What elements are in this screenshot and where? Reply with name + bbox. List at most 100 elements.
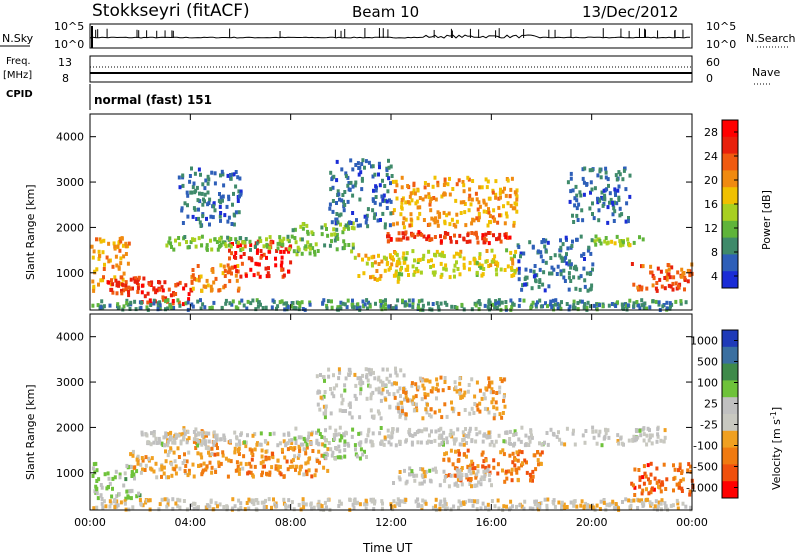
range-cell	[428, 413, 431, 417]
range-cell	[454, 198, 458, 203]
range-cell	[346, 183, 350, 188]
range-cell	[248, 447, 252, 452]
range-cell	[190, 279, 194, 284]
range-cell	[187, 471, 191, 476]
range-cell	[229, 173, 232, 177]
range-cell	[382, 255, 386, 260]
range-cell	[319, 395, 323, 400]
range-cell	[480, 396, 484, 401]
yaxis-tick-label: 3000	[56, 376, 84, 389]
range-cell	[380, 391, 384, 396]
range-cell	[517, 437, 521, 442]
range-cell	[423, 185, 427, 190]
range-cell	[358, 456, 362, 461]
range-cell	[452, 504, 456, 509]
range-cell	[249, 247, 252, 252]
range-cell	[304, 439, 308, 444]
range-cell	[484, 177, 488, 182]
range-cell	[394, 370, 398, 375]
range-cell	[259, 249, 263, 253]
range-cell	[224, 244, 228, 249]
range-cell	[305, 223, 309, 228]
range-cell	[116, 503, 120, 508]
range-cell	[106, 485, 110, 489]
power-colorbar-label: Power [dB]	[760, 190, 773, 250]
range-cell	[298, 303, 302, 308]
range-cell	[559, 248, 563, 253]
range-cell	[430, 196, 434, 201]
range-cell	[194, 244, 198, 249]
range-cell	[399, 394, 402, 398]
range-cell	[226, 270, 230, 275]
range-cell	[387, 392, 391, 397]
range-cell	[196, 443, 200, 448]
range-cell	[635, 429, 638, 433]
range-cell	[441, 504, 445, 509]
range-cell	[91, 255, 95, 260]
range-cell	[501, 468, 504, 473]
range-cell	[470, 231, 474, 235]
range-cell	[594, 242, 598, 247]
range-cell	[389, 237, 393, 241]
range-cell	[373, 376, 377, 381]
range-cell	[525, 460, 528, 465]
range-cell	[274, 466, 278, 471]
range-cell	[511, 504, 514, 509]
range-cell	[612, 206, 616, 211]
range-cell	[315, 459, 319, 464]
range-cell	[264, 266, 268, 271]
range-cell	[97, 256, 101, 261]
range-cell	[284, 247, 288, 252]
range-cell	[306, 240, 310, 245]
range-cell	[444, 263, 448, 268]
range-cell	[449, 428, 453, 433]
range-cell	[392, 273, 396, 278]
range-cell	[272, 431, 276, 436]
range-cell	[575, 267, 579, 272]
range-cell	[255, 241, 259, 246]
range-cell	[413, 258, 416, 263]
range-cell	[432, 217, 436, 222]
range-cell	[586, 288, 590, 293]
range-cell	[656, 427, 660, 432]
range-cell	[351, 167, 355, 172]
range-cell	[243, 507, 247, 512]
range-cell	[416, 205, 420, 210]
range-cell	[617, 506, 620, 511]
range-cell	[260, 454, 264, 459]
range-cell	[583, 257, 586, 261]
range-cell	[451, 462, 455, 467]
range-cell	[565, 426, 569, 431]
range-cell	[406, 264, 410, 269]
colorbar-tick-label: -500	[693, 461, 718, 474]
range-cell	[182, 286, 186, 291]
range-cell	[451, 409, 455, 414]
range-cell	[226, 474, 230, 479]
range-cell	[341, 397, 345, 402]
range-cell	[408, 223, 412, 228]
range-cell	[638, 235, 641, 240]
range-cell	[525, 470, 529, 475]
range-cell	[557, 430, 560, 435]
range-cell	[257, 300, 260, 305]
range-cell	[324, 438, 328, 443]
range-cell	[649, 472, 653, 477]
range-cell	[572, 299, 576, 304]
range-cell	[341, 193, 345, 197]
range-cell	[650, 433, 654, 438]
range-cell	[429, 479, 433, 484]
range-cell	[526, 443, 530, 447]
range-cell	[491, 190, 495, 195]
range-cell	[488, 478, 492, 483]
range-cell	[617, 198, 621, 202]
range-cell	[91, 303, 95, 308]
range-cell	[618, 239, 622, 244]
range-cell	[285, 307, 289, 312]
range-cell	[371, 164, 375, 169]
range-cell	[294, 439, 298, 443]
range-cell	[142, 276, 146, 281]
range-cell	[348, 411, 352, 416]
range-cell	[649, 264, 653, 269]
range-cell	[393, 504, 397, 509]
range-cell	[622, 302, 626, 307]
